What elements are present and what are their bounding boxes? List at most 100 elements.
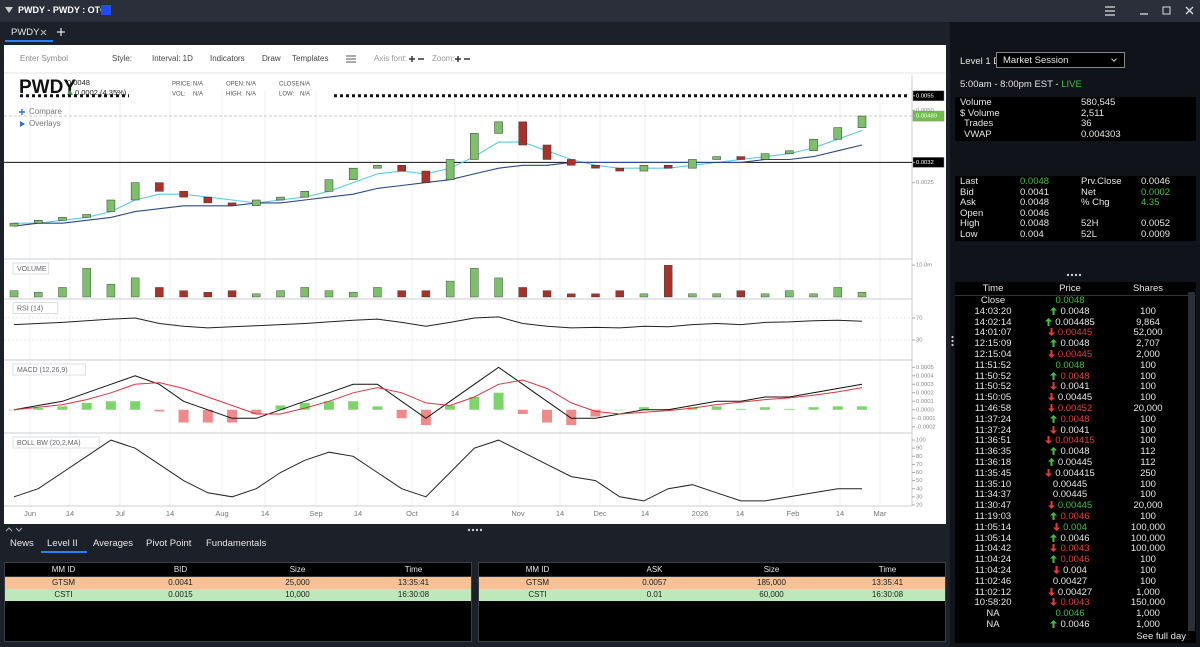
y-tick-label: 0.0000: [916, 407, 934, 413]
ts-price-cell: 0.0041: [1031, 425, 1109, 437]
toolbar-item[interactable]: Indicators: [210, 54, 245, 63]
trade-arrow: [1050, 598, 1058, 607]
trade-arrow: [1050, 382, 1058, 391]
ts-price-cell: 0.00445: [1031, 327, 1109, 339]
field-label: PRICE:: [172, 82, 192, 88]
ts-price: 0.00445: [1057, 456, 1093, 468]
new-tab[interactable]: [56, 27, 66, 37]
overlays-icon[interactable]: [20, 121, 25, 127]
table-row[interactable]: CSTI 0.0015 10,000 16:30:08: [5, 589, 471, 601]
toolbar-item[interactable]: Axis font:: [374, 54, 407, 63]
ts-price-cell: 0.00445: [1031, 392, 1109, 404]
field-value: N/A: [300, 92, 310, 98]
y-tick-label: 40: [916, 486, 922, 492]
header-cell: Time: [878, 565, 897, 574]
toolbar-item[interactable]: Zoom:: [432, 54, 455, 63]
ts-price: 0.00445: [1052, 478, 1088, 490]
see-full-day[interactable]: See full day: [955, 631, 1196, 643]
window-title: PWDY - PWDY : OTC: [18, 5, 107, 15]
side-handle[interactable]: [950, 334, 955, 350]
ts-header-cell: Shares: [1132, 283, 1164, 294]
list-icon[interactable]: [346, 55, 356, 63]
compare-link[interactable]: Compare: [29, 107, 62, 116]
y-tick-label: 20: [916, 502, 922, 508]
table-row[interactable]: GTSM 0.0041 25,000 13:35:41: [5, 577, 471, 589]
ts-row: Close 0.0048: [955, 295, 1196, 307]
ts-price-cell: 0.0046: [1031, 554, 1109, 566]
table-row[interactable]: CSTI 0.01 60,000 16:30:08: [479, 589, 945, 601]
quote-value: 0.0048: [1020, 197, 1050, 209]
candle: [736, 156, 746, 160]
ts-price-cell: 0.00445: [1031, 500, 1109, 512]
volume-bar: [712, 293, 721, 298]
ts-price: 0.00445: [1057, 327, 1093, 339]
header-cell: MM ID: [525, 565, 550, 574]
macd-histogram: [493, 392, 504, 410]
splitter[interactable]: [1065, 272, 1085, 278]
field-value: N/A: [246, 82, 256, 88]
symbol-input[interactable]: Enter Symbol: [20, 54, 68, 63]
splitter[interactable]: [0, 524, 946, 536]
ts-time: 11:02:46: [974, 575, 1012, 587]
color-tag[interactable]: [101, 5, 111, 15]
arrow-shape: [1045, 317, 1053, 326]
candle: [33, 220, 43, 224]
cell: 0.0015: [168, 590, 193, 599]
tab-close[interactable]: [40, 29, 48, 37]
ts-time: 11:36:18: [974, 456, 1012, 468]
ts-row: 11:37:24 0.0041 100: [955, 425, 1196, 437]
ts-shares: 250: [1140, 467, 1156, 479]
x-tick-label: Feb: [787, 509, 800, 518]
field-label: HIGH:: [226, 92, 243, 98]
compare-icon[interactable]: [19, 109, 25, 115]
macd-histogram: [105, 401, 116, 410]
zoom-buttons[interactable]: [455, 56, 470, 62]
axis-font-buttons[interactable]: [409, 56, 424, 62]
bottom-tab[interactable]: Pivot Point: [146, 538, 192, 549]
toolbar-item[interactable]: Style:: [112, 54, 132, 63]
overlays-link[interactable]: Overlays: [29, 119, 61, 128]
ts-shares: 1,000: [1136, 586, 1160, 598]
session-select[interactable]: Market Session: [996, 52, 1125, 68]
ts-shares: 100: [1140, 435, 1156, 447]
arrow-shape: [1050, 511, 1058, 520]
menu-icon[interactable]: [5, 6, 14, 15]
toolbar-item[interactable]: Draw: [262, 54, 281, 63]
toolbar-item[interactable]: Templates: [292, 54, 328, 63]
toolbar-item[interactable]: Interval: 1D: [152, 54, 193, 63]
ts-time: 14:03:20: [974, 305, 1012, 317]
y-tick-label: 60: [916, 470, 922, 476]
scrollbar[interactable]: [1188, 292, 1195, 632]
bottom-tab[interactable]: Fundamentals: [206, 538, 267, 549]
y-tick-label: 10.0m: [916, 263, 932, 269]
ts-time: 11:30:47: [974, 500, 1012, 512]
y-tick-label: 80: [916, 454, 922, 460]
window-controls[interactable]: [1100, 5, 1196, 17]
table-row[interactable]: GTSM 0.0057 185,000 13:35:41: [479, 577, 945, 589]
arrow-shape: [1050, 306, 1058, 315]
ts-price: 0.00445: [1057, 500, 1093, 512]
header-cell: Size: [289, 565, 306, 574]
arrow-shape: [1047, 328, 1055, 337]
ts-row: 11:34:37 0.00445 100: [955, 489, 1196, 501]
candle: [760, 153, 770, 160]
ts-row: 11:02:46 0.00427 100: [955, 575, 1196, 588]
bottom-tab[interactable]: Level II: [47, 538, 78, 549]
trade-arrow: [1047, 393, 1055, 402]
volume-bar: [857, 292, 867, 298]
macd-histogram: [832, 406, 843, 410]
ts-row: 12:15:09 0.0048 2,707: [955, 338, 1196, 350]
bottom-tab[interactable]: News: [10, 538, 34, 549]
tab-bar: PWDY: [0, 22, 948, 44]
macd-histogram: [614, 409, 625, 411]
quote-value: 0.0002: [1141, 186, 1171, 198]
ask-table: MM ID ASK Size Time GTSM 0.0057 185,000 13:35:4…: [478, 562, 946, 642]
trade-arrow: [1047, 349, 1055, 358]
volume-bar: [494, 277, 503, 298]
bottom-tab[interactable]: Averages: [93, 538, 133, 549]
candle: [300, 191, 309, 198]
ts-shares: 100: [1140, 305, 1156, 317]
cell: GTSM: [51, 578, 76, 587]
ts-shares: 100: [1140, 381, 1156, 393]
tab[interactable]: PWDY: [11, 27, 40, 38]
